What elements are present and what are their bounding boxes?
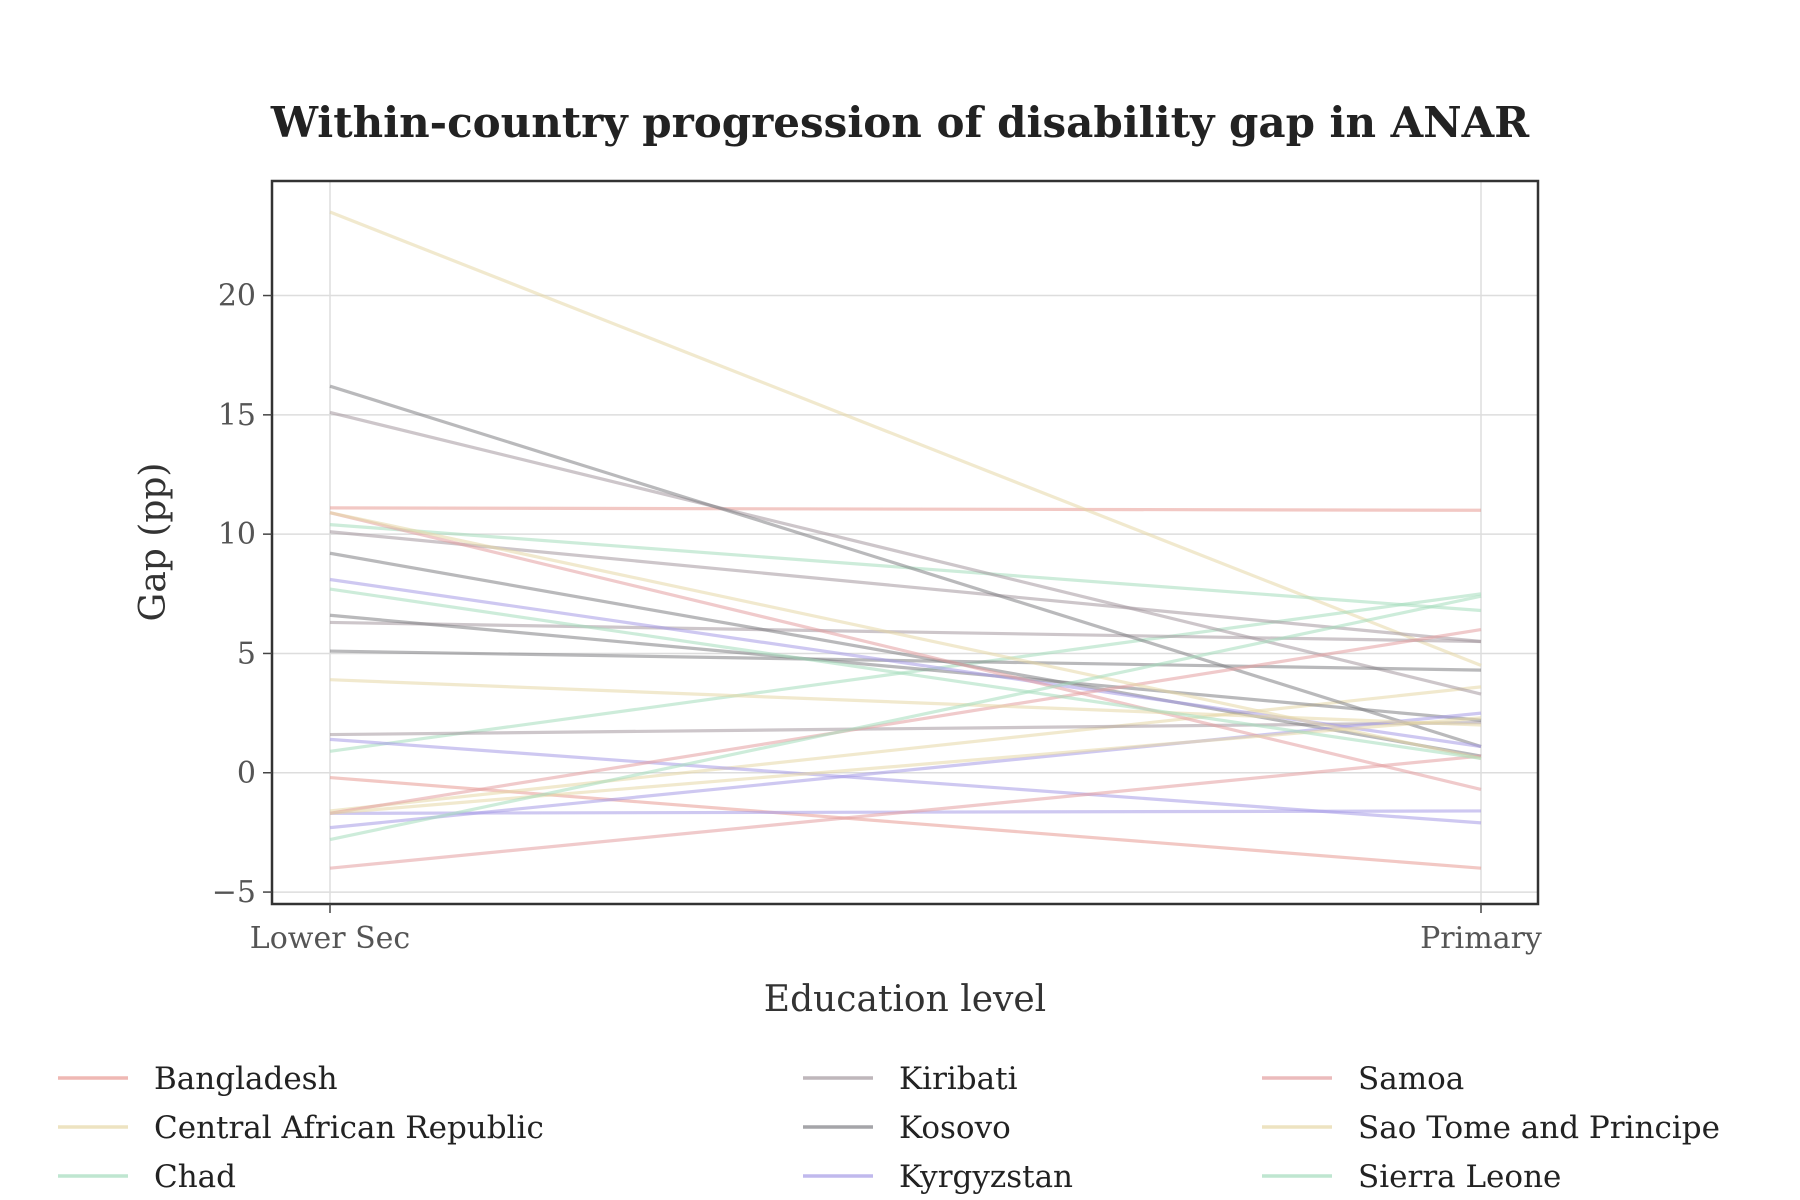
legend-item-sierra-leone: Sierra Leone [1262, 1159, 1561, 1195]
legend-label: Kosovo [899, 1110, 1011, 1146]
plot-frame [270, 179, 1540, 906]
legend-item-central-african-republic: Central African Republic [58, 1110, 544, 1146]
series-line-samoa [329, 511, 1482, 792]
chart-title: Within-country progression of disability… [270, 98, 1530, 147]
series-line-central-african-republic [329, 210, 1482, 667]
legend-label: Kyrgyzstan [899, 1159, 1073, 1195]
series-line-kiribati [329, 721, 1482, 737]
legend-label: Samoa [1358, 1061, 1464, 1097]
y-tick-label: 15 [218, 398, 256, 433]
series-lines [329, 210, 1482, 870]
y-tick-label: 0 [237, 756, 256, 791]
series-line-kiribati [329, 530, 1482, 644]
series-line-bangladesh [329, 506, 1482, 512]
legend-label: Sao Tome and Principe [1358, 1110, 1720, 1146]
series-line-kosovo [329, 649, 1482, 672]
legend: Bangladesh Central African Republic Chad Ki… [58, 1061, 1720, 1195]
legend-label: Kiribati [899, 1061, 1018, 1097]
y-axis-label: Gap (pp) [133, 463, 174, 622]
legend-label: Central African Republic [154, 1110, 544, 1146]
legend-item-sao-tome-and-principe: Sao Tome and Principe [1262, 1110, 1720, 1146]
y-tick-label: 10 [218, 517, 256, 552]
y-tick-label: 20 [218, 279, 256, 314]
legend-item-kyrgyzstan: Kyrgyzstan [803, 1159, 1073, 1195]
legend-item-kiribati: Kiribati [803, 1061, 1018, 1097]
legend-label: Chad [154, 1159, 236, 1195]
series-line-samoa [329, 628, 1482, 815]
series-line-sao-tome-and-principe [329, 678, 1482, 727]
x-tick-label: Lower Sec [250, 921, 410, 956]
series-line-samoa [329, 754, 1482, 870]
legend-item-samoa: Samoa [1262, 1061, 1464, 1097]
series-line-kosovo [329, 384, 1482, 749]
legend-item-kosovo: Kosovo [803, 1110, 1011, 1146]
x-ticks: Lower Sec Primary [250, 904, 1542, 956]
series-line-sierra-leone [329, 594, 1482, 842]
y-ticks: −5 0 5 10 15 20 [212, 279, 272, 910]
series-line-kiribati [329, 410, 1482, 696]
legend-item-chad: Chad [58, 1159, 236, 1195]
series-line-kosovo [329, 551, 1482, 758]
x-axis-label: Education level [764, 979, 1046, 1020]
series-line-kosovo [329, 613, 1482, 722]
y-tick-label: 5 [237, 636, 256, 671]
legend-label: Sierra Leone [1358, 1159, 1561, 1195]
legend-item-bangladesh: Bangladesh [58, 1061, 338, 1097]
y-tick-label: −5 [212, 875, 256, 910]
series-line-sierra-leone [329, 587, 1482, 761]
legend-label: Bangladesh [154, 1061, 338, 1097]
x-tick-label: Primary [1420, 921, 1542, 956]
series-line-central-african-republic [329, 685, 1482, 813]
series-line-kyrgyzstan [329, 737, 1482, 825]
series-line-bangladesh [329, 775, 1482, 870]
